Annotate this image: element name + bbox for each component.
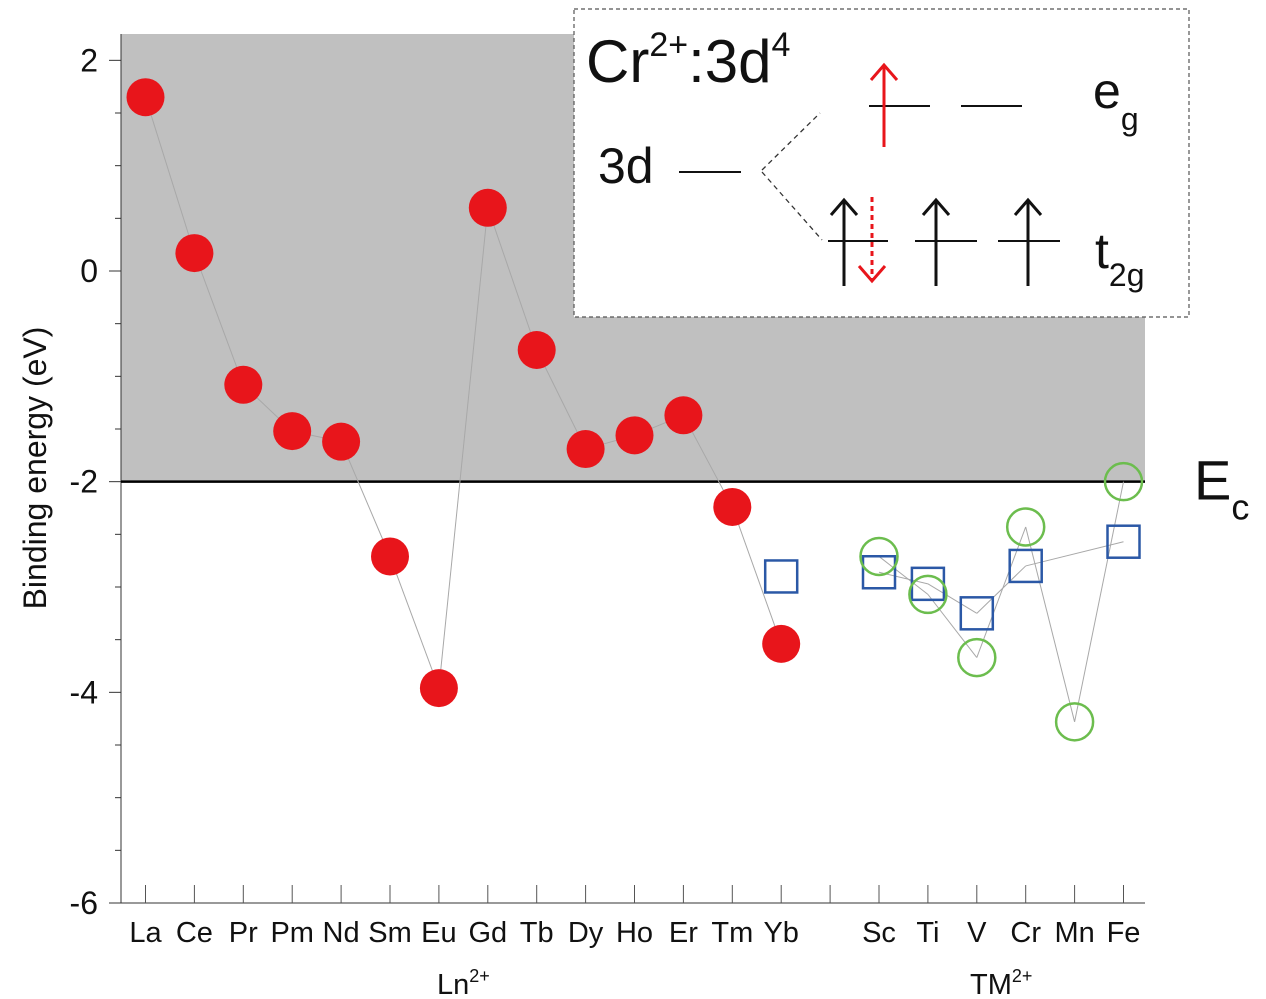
connector-line bbox=[976, 565, 1027, 614]
inset-diagram: Cr2+:3d4 3d eg t2g bbox=[573, 8, 1190, 318]
data-point-filled-circle bbox=[615, 416, 654, 455]
t2g-spin-up-arrow-head bbox=[829, 197, 859, 216]
connector-line bbox=[1074, 481, 1124, 722]
x-tick-label: Ti bbox=[916, 917, 939, 949]
y-tick-label: 0 bbox=[80, 253, 98, 289]
data-point-filled-circle bbox=[419, 669, 458, 708]
connector-line bbox=[487, 207, 538, 351]
data-point-filled-circle bbox=[175, 234, 214, 273]
data-point-filled-circle bbox=[468, 188, 507, 227]
data-point-filled-circle bbox=[126, 78, 165, 117]
level-label-3d: 3d bbox=[598, 138, 654, 194]
x-tick-label: Tm bbox=[711, 917, 753, 949]
data-markers bbox=[126, 78, 1144, 742]
y-tick-label: -6 bbox=[70, 885, 98, 921]
t2g-spin-down-arrow-head bbox=[857, 265, 887, 284]
x-tick-label: Fe bbox=[1107, 917, 1141, 949]
inset-frame bbox=[573, 8, 1190, 318]
split-line-upper bbox=[761, 112, 821, 171]
group-label: TM2+ bbox=[970, 966, 1032, 999]
connector-line bbox=[340, 441, 391, 557]
x-tick-label: Tb bbox=[520, 917, 554, 949]
data-point-filled-circle bbox=[664, 396, 703, 435]
data-point-filled-circle bbox=[273, 412, 312, 451]
connector-line bbox=[1025, 526, 1076, 722]
x-tick-label: Er bbox=[669, 917, 698, 949]
group-label: Ln2+ bbox=[437, 966, 490, 999]
eg-label: eg bbox=[1093, 63, 1139, 137]
data-point-filled-circle bbox=[517, 331, 556, 369]
t2g-spin-up-arrow-head bbox=[921, 197, 951, 216]
data-point-filled-circle bbox=[713, 487, 752, 526]
data-point-open-square bbox=[763, 559, 799, 594]
x-tick-label: Dy bbox=[568, 917, 604, 949]
x-tick-label: Yb bbox=[763, 917, 798, 949]
data-point-open-square bbox=[861, 555, 897, 590]
x-tick-label: Pm bbox=[270, 917, 314, 949]
x-tick-label: La bbox=[129, 917, 162, 949]
connector-line bbox=[976, 526, 1027, 658]
y-axis-title: Binding energy (eV) bbox=[17, 327, 53, 610]
data-point-open-square bbox=[959, 596, 995, 631]
data-point-open-circle bbox=[1054, 702, 1095, 742]
data-point-filled-circle bbox=[371, 537, 409, 576]
data-point-open-square bbox=[1008, 548, 1043, 584]
x-tick-label: Cr bbox=[1010, 917, 1041, 949]
connector-line bbox=[438, 207, 489, 689]
x-tick-label: Ce bbox=[176, 917, 213, 949]
eg-spin-up-arrow-head bbox=[869, 62, 899, 81]
data-point-open-circle bbox=[908, 574, 948, 615]
y-tick-label: -2 bbox=[70, 464, 98, 500]
data-point-open-circle bbox=[859, 536, 899, 577]
connector-line bbox=[145, 97, 195, 254]
connector-line bbox=[927, 594, 978, 658]
connector-line bbox=[389, 556, 440, 689]
x-tick-label: Sm bbox=[368, 917, 412, 949]
axes bbox=[109, 34, 1145, 904]
connector-line bbox=[878, 556, 929, 595]
x-tick-label: Mn bbox=[1054, 917, 1094, 949]
data-point-filled-circle bbox=[224, 365, 263, 404]
x-tick-label: Nd bbox=[323, 917, 360, 949]
data-point-open-square bbox=[1106, 524, 1141, 559]
connector-line bbox=[927, 583, 978, 614]
x-tick-label: Ho bbox=[616, 917, 653, 949]
reference-line-group: Ec bbox=[121, 449, 1249, 528]
x-tick-label: Pr bbox=[229, 917, 258, 949]
data-point-open-circle bbox=[1103, 461, 1144, 502]
t2g-spin-up-arrow-head bbox=[1013, 197, 1043, 216]
data-point-filled-circle bbox=[566, 430, 605, 469]
data-point-open-circle bbox=[957, 637, 997, 678]
t2g-label: t2g bbox=[1095, 223, 1145, 293]
y-tick-label: 2 bbox=[80, 42, 98, 78]
data-point-filled-circle bbox=[762, 624, 801, 663]
ec-label: Ec bbox=[1194, 449, 1249, 528]
split-line-lower bbox=[761, 171, 823, 241]
data-point-open-circle bbox=[1005, 507, 1046, 547]
x-tick-label: V bbox=[967, 917, 987, 949]
inset-title: Cr2+:3d4 bbox=[586, 26, 790, 95]
x-tick-label: Gd bbox=[468, 917, 507, 949]
labels: Binding energy (eV) -6 -4 -2 0 2 La Ce Pr Pm Nd Sm… bbox=[17, 42, 1140, 999]
data-point-filled-circle bbox=[322, 422, 361, 461]
connector-line bbox=[731, 506, 782, 645]
x-tick-label: Eu bbox=[421, 917, 456, 949]
connector-line bbox=[193, 252, 244, 385]
y-tick-label: -4 bbox=[70, 674, 98, 710]
x-tick-label: Sc bbox=[862, 917, 896, 949]
